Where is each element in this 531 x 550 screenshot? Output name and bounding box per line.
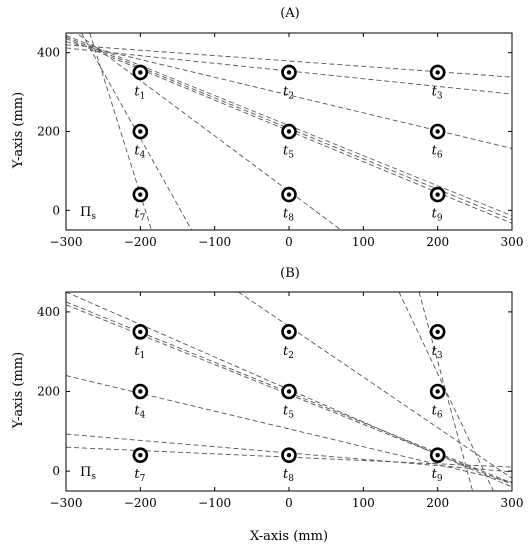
panel-a-frame: [65, 32, 513, 231]
target-center: [286, 389, 292, 394]
target-label: t9: [432, 207, 443, 224]
panel-b-target-7: t7: [132, 447, 149, 484]
panel-a-target-9: t9: [429, 186, 446, 224]
panel-a-ray-7: [75, 33, 342, 230]
xtick-label: 200: [426, 235, 449, 249]
panel-b-target-3: t3: [429, 323, 446, 361]
xtick-label: 100: [352, 235, 375, 249]
xtick-label: −300: [50, 496, 83, 510]
panel-b-ray-7: [238, 292, 512, 479]
panel-b-frame: [65, 291, 513, 492]
ytick-label: 400: [37, 305, 60, 319]
panel-a-target-5: t5: [281, 123, 297, 161]
target-center: [138, 192, 143, 197]
panel-a-target-8: t8: [281, 186, 297, 224]
target-center: [286, 129, 292, 134]
target-label: t5: [283, 404, 294, 421]
panel-b-ray-2: [66, 433, 512, 473]
panel-a-target-6: t6: [429, 123, 446, 161]
ytick-label: 200: [37, 385, 60, 399]
panel-a-yticks: 0 200 400: [37, 46, 512, 217]
target-label: t7: [134, 467, 145, 484]
panel-b-target-4: t4: [132, 383, 149, 421]
panel-a: (A) Y-axis (mm) t1 t2 t3 t4 t5 t6 t7 t8 t9 Πs −3…: [11, 6, 524, 249]
target-label: t6: [432, 404, 443, 421]
panel-a-plane-label: Πs: [80, 205, 96, 222]
xtick-label: 300: [501, 235, 524, 249]
panel-a-ray-8: [80, 33, 193, 230]
panel-b-target-2: t2: [281, 323, 297, 361]
panel-b-target-5: t5: [281, 383, 297, 421]
ytick-label: 200: [37, 125, 60, 139]
target-label: t2: [283, 84, 294, 101]
target-center: [138, 329, 143, 334]
panel-a-xticks: −300 −200 −100 0 100 200 300: [50, 33, 524, 249]
target-label: t7: [134, 207, 145, 224]
target-center: [286, 452, 292, 458]
ytick-label: 0: [52, 203, 60, 217]
panel-a-title: (A): [280, 6, 300, 21]
panel-b-target-1: t1: [132, 323, 149, 361]
panel-b-targets: t1 t2 t3 t4 t5 t6 t7 t8 t9: [132, 323, 446, 484]
panel-a-target-4: t4: [132, 123, 149, 161]
target-label: t1: [134, 84, 145, 101]
panel-b-yticks: 0 200 400: [37, 305, 512, 478]
target-center: [435, 452, 440, 458]
xtick-label: 0: [285, 496, 293, 510]
panel-b-ray-8: [398, 292, 494, 491]
target-center: [435, 70, 440, 75]
target-center: [138, 452, 143, 458]
target-label: t8: [283, 467, 294, 484]
ytick-label: 400: [37, 46, 60, 60]
target-center: [435, 129, 440, 134]
xtick-label: 0: [285, 235, 293, 249]
xtick-label: 100: [352, 496, 375, 510]
xtick-label: 300: [501, 496, 524, 510]
panel-a-target-3: t3: [429, 64, 446, 101]
panel-b-xticks: −300 −200 −100 0 100 200 300: [50, 292, 524, 510]
target-center: [286, 70, 292, 75]
xtick-label: −300: [50, 235, 83, 249]
target-label: t5: [283, 144, 294, 161]
target-label: t9: [432, 467, 443, 484]
target-label: t4: [134, 144, 145, 161]
panel-a-ray-3: [66, 41, 512, 149]
xtick-label: −200: [124, 496, 157, 510]
target-center: [138, 70, 143, 75]
panel-a-target-1: t1: [132, 64, 149, 101]
target-label: t6: [432, 144, 443, 161]
target-label: t2: [283, 344, 294, 361]
target-center: [138, 389, 143, 394]
target-label: t3: [432, 344, 443, 361]
target-center: [286, 192, 292, 197]
panel-b-title: (B): [280, 266, 300, 281]
xtick-label: 200: [426, 496, 449, 510]
target-center: [435, 389, 440, 394]
ytick-label: 0: [52, 464, 60, 478]
panel-b-ylabel: Y-axis (mm): [11, 352, 26, 429]
target-center: [435, 192, 440, 197]
panel-b-xlabel: X-axis (mm): [250, 529, 328, 544]
panel-b-ray-9: [418, 292, 474, 491]
target-center: [138, 129, 143, 134]
xtick-label: −200: [124, 235, 157, 249]
panel-b-target-9: t9: [429, 447, 446, 484]
xtick-label: −100: [198, 496, 231, 510]
panel-b-plane-label: Πs: [80, 465, 96, 482]
panel-b: (B) Y-axis (mm) t1 t2 t3 t4 t5 t6 t7 t8 t9 Πs −3…: [11, 266, 523, 544]
target-label: t4: [134, 404, 145, 421]
target-label: t3: [432, 84, 443, 101]
target-label: t8: [283, 207, 294, 224]
target-center: [286, 329, 292, 334]
target-label: t1: [134, 344, 145, 361]
panel-a-target-7: t7: [132, 186, 149, 224]
panel-a-ylabel: Y-axis (mm): [11, 92, 26, 169]
panel-b-target-8: t8: [281, 447, 297, 484]
target-center: [435, 329, 440, 334]
panel-a-targets: t1 t2 t3 t4 t5 t6 t7 t8 t9: [132, 64, 446, 224]
xtick-label: −100: [198, 235, 231, 249]
panel-a-target-2: t2: [281, 64, 297, 101]
panel-b-target-6: t6: [429, 383, 446, 421]
